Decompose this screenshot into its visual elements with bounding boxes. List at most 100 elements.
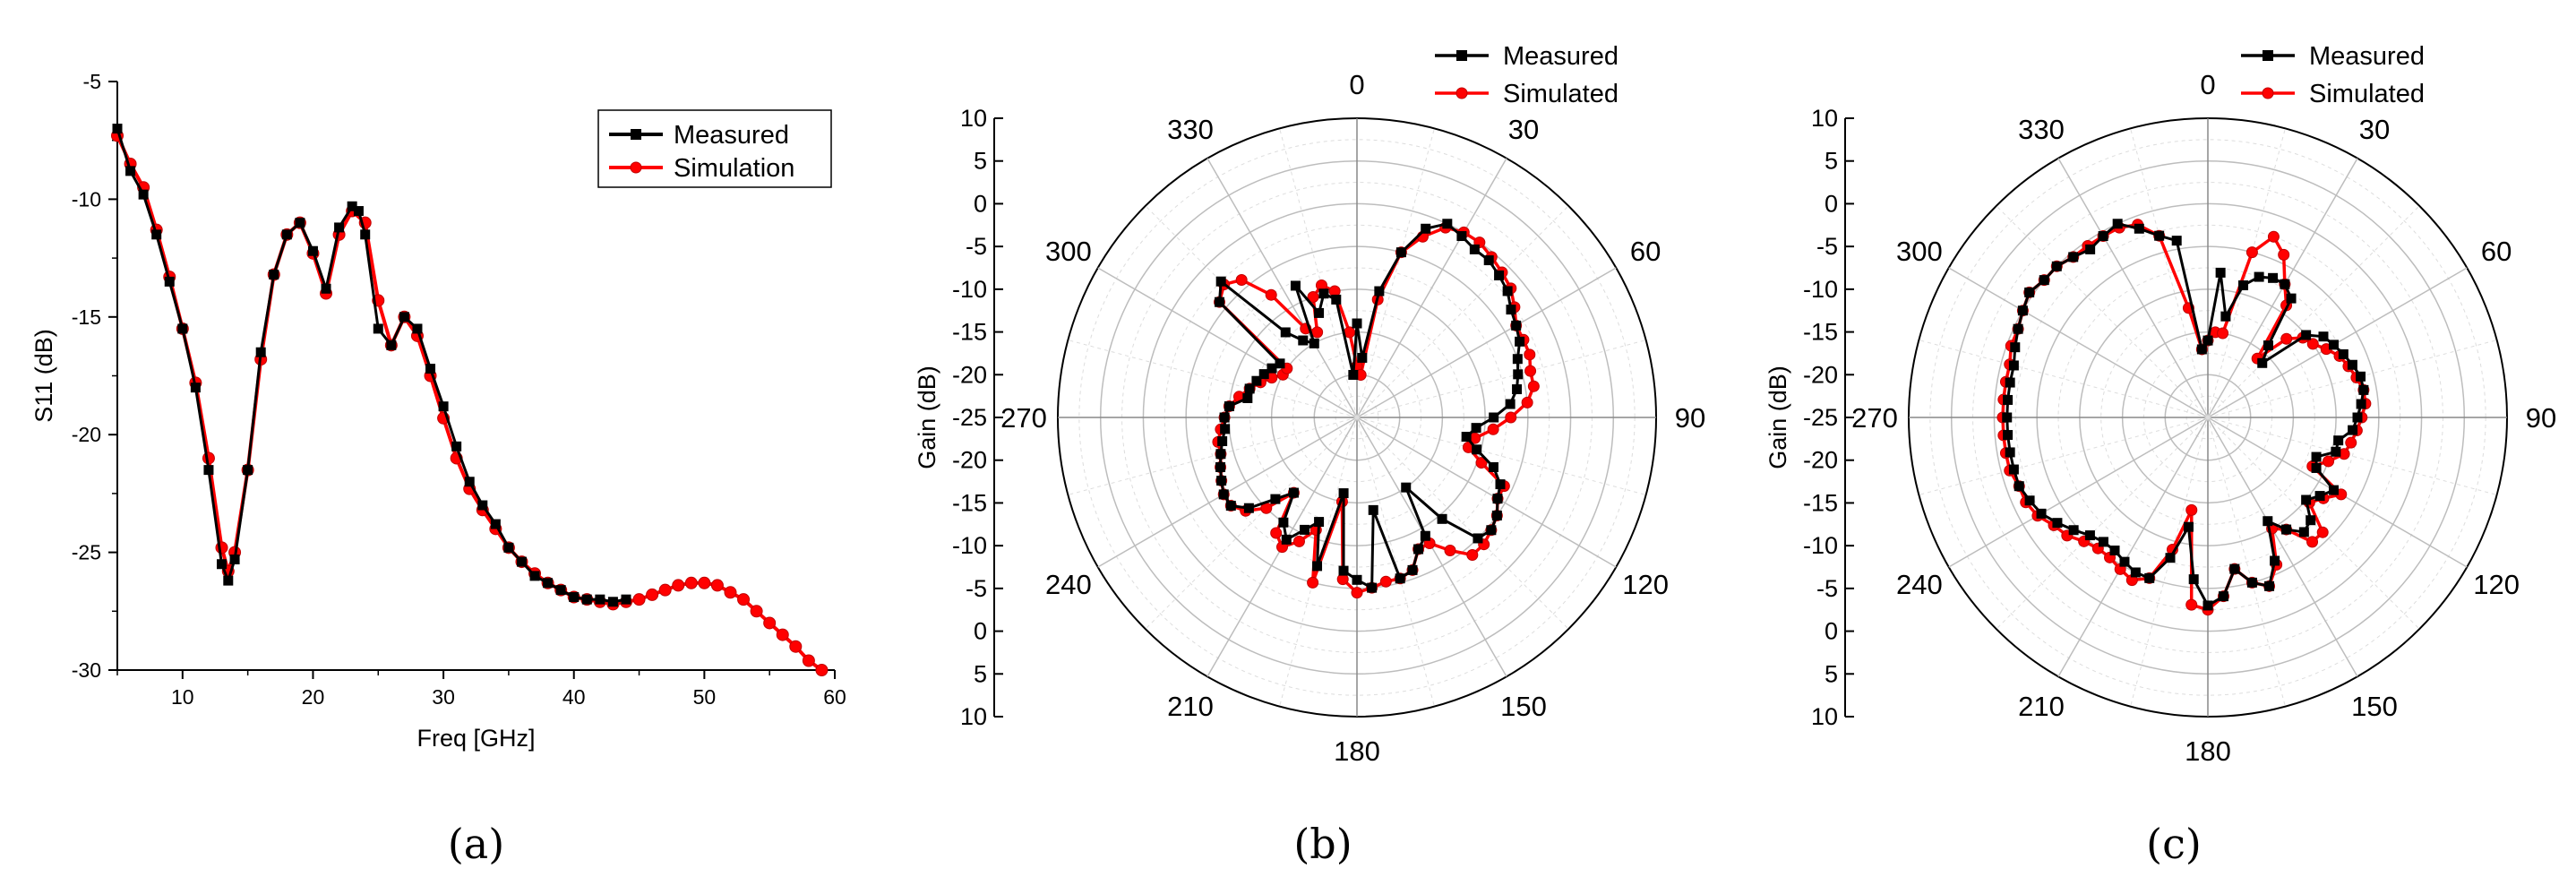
- grid-spoke: [1206, 158, 1358, 418]
- angle-label: 0: [2200, 69, 2215, 100]
- radial-axis-label: Gain (dB): [914, 365, 940, 469]
- data-point: [307, 245, 318, 256]
- data-point: [2328, 340, 2339, 350]
- angle-label: 240: [1896, 569, 1943, 600]
- data-point: [1469, 244, 1480, 254]
- data-point: [1512, 354, 1523, 365]
- data-point: [1331, 294, 1342, 305]
- grid-spoke: [2207, 417, 2358, 677]
- angle-label: 120: [2473, 569, 2520, 600]
- data-point: [2280, 279, 2290, 289]
- data-point: [243, 465, 253, 476]
- legend-box: [597, 109, 832, 188]
- data-point: [2263, 516, 2273, 527]
- data-point: [2301, 494, 2312, 505]
- data-point: [1374, 286, 1385, 297]
- data-point: [1265, 288, 1277, 301]
- radial-tick-label: -5: [1816, 233, 1838, 260]
- panel-label: (a): [448, 820, 504, 868]
- data-point: [2246, 577, 2257, 588]
- x-tick-label: 30: [432, 685, 455, 709]
- data-point: [1512, 384, 1523, 395]
- data-point: [2098, 231, 2108, 242]
- grid-spoke: [1948, 267, 2209, 418]
- legend-label: Simulated: [1503, 80, 1619, 108]
- data-point: [399, 312, 409, 322]
- data-point: [1290, 280, 1301, 291]
- data-point: [2003, 430, 2014, 441]
- angle-label: 60: [2481, 236, 2512, 267]
- angle-label: 270: [1851, 402, 1898, 434]
- data-point: [125, 166, 136, 176]
- data-point: [1267, 363, 1277, 374]
- data-point: [2257, 357, 2268, 368]
- data-point: [2130, 567, 2141, 578]
- data-point: [2245, 246, 2258, 259]
- angle-label: 300: [1896, 236, 1943, 267]
- legend-marker: [631, 129, 641, 140]
- angle-label: 150: [2351, 691, 2398, 722]
- data-point: [1225, 501, 1236, 512]
- legend-marker: [2263, 50, 2273, 61]
- grid-spoke: [1097, 267, 1358, 418]
- data-point: [2215, 267, 2226, 278]
- minor-grid-spoke: [1356, 340, 1646, 418]
- grid-spoke: [1948, 417, 2209, 568]
- data-point: [1216, 476, 1227, 486]
- data-point: [425, 364, 436, 374]
- angle-label: 270: [1000, 402, 1047, 434]
- radial-tick-label: -10: [1803, 276, 1838, 303]
- data-point: [543, 578, 554, 589]
- legend: Measured Simulated: [2241, 42, 2425, 108]
- data-point: [1352, 318, 1362, 329]
- radial-tick-label: 0: [1825, 190, 1838, 217]
- grid-spoke: [1356, 158, 1507, 418]
- data-point: [672, 579, 685, 592]
- data-point: [373, 323, 383, 334]
- angle-label: 150: [1500, 691, 1547, 722]
- data-point: [1314, 517, 1325, 528]
- data-point: [1471, 423, 1481, 434]
- data-point: [1521, 396, 1533, 408]
- data-point: [1494, 270, 1505, 280]
- data-point: [295, 218, 305, 228]
- radial-tick-label: -10: [952, 276, 987, 303]
- data-point: [177, 323, 188, 334]
- data-point: [2014, 481, 2024, 492]
- data-point: [2085, 244, 2096, 254]
- data-point: [1352, 574, 1362, 585]
- legend-label: Measured: [2309, 42, 2425, 71]
- radial-tick-label: 10: [1811, 703, 1838, 730]
- data-point: [2306, 338, 2319, 350]
- data-point: [217, 559, 228, 570]
- series-line: [116, 128, 627, 604]
- data-point: [1338, 565, 1349, 576]
- radial-tick-label: -20: [1803, 447, 1838, 474]
- data-point: [1489, 412, 1499, 423]
- data-point: [2311, 462, 2322, 473]
- minor-grid-spoke: [2130, 128, 2209, 418]
- data-point: [1466, 549, 1479, 562]
- radial-tick-label: -20: [1803, 361, 1838, 388]
- data-point: [1314, 307, 1325, 318]
- data-point: [737, 593, 751, 606]
- data-point: [2263, 340, 2273, 351]
- data-point: [477, 500, 488, 511]
- data-point: [581, 594, 592, 605]
- panel-label: (b): [1293, 820, 1352, 868]
- data-point: [1495, 479, 1506, 490]
- data-point: [569, 592, 580, 603]
- data-point: [2218, 591, 2228, 602]
- data-point: [2254, 271, 2264, 282]
- data-point: [1270, 494, 1281, 504]
- data-point: [2270, 555, 2280, 566]
- legend-marker: [2262, 87, 2274, 99]
- data-point: [516, 556, 527, 567]
- data-point: [2005, 377, 2015, 388]
- data-point: [1395, 247, 1406, 258]
- angle-label: 300: [1045, 236, 1092, 267]
- data-point: [1292, 535, 1305, 547]
- series-line: [1216, 226, 1536, 595]
- data-point: [1251, 375, 1262, 386]
